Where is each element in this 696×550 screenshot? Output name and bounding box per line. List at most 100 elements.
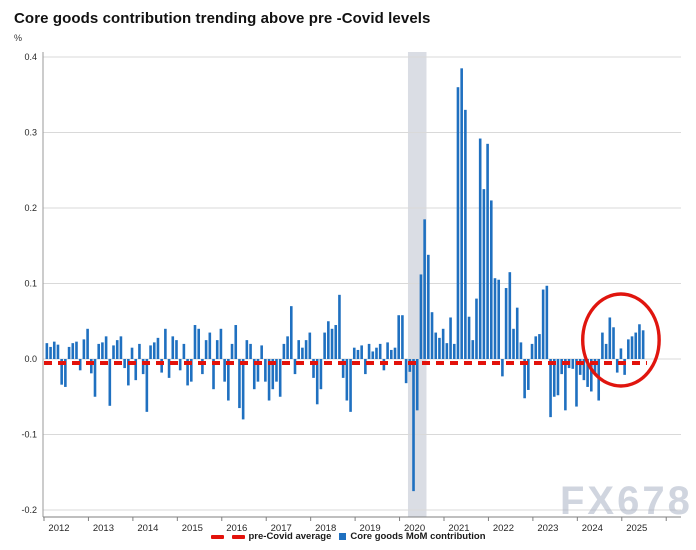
bar [182,343,186,359]
bar [464,109,467,359]
legend-label-precovid: pre-Covid average [248,531,332,542]
bar [134,359,138,381]
y-tick-label: -0.2 [21,505,37,515]
bar [430,312,434,359]
bar [193,325,197,359]
bar [219,328,223,359]
bar [519,342,523,359]
bar [130,347,134,359]
bar [56,344,60,359]
bar [482,189,486,359]
x-year-label: 2018 [315,523,336,534]
bar [86,328,89,359]
bar [471,340,475,359]
bar [534,336,538,359]
bar [289,306,293,359]
bar [538,334,541,359]
bar [141,359,145,375]
bar [108,359,112,406]
x-year-label: 2012 [48,523,69,534]
highlight-circle [581,292,661,388]
bar [597,359,601,401]
bar [589,359,593,392]
bar [152,342,156,359]
bar [204,340,208,359]
bar [419,274,423,359]
bar [389,349,393,359]
x-year-label: 2022 [493,523,514,534]
bar [127,359,130,386]
bar [330,328,334,359]
bar [456,87,460,359]
bar [271,359,275,390]
bar [401,315,404,359]
bar [241,359,245,420]
x-year-label: 2017 [271,523,292,534]
bar [138,343,141,359]
bar [267,359,271,401]
bar [301,347,304,359]
bar [189,359,193,382]
bar [512,328,515,359]
x-year-label: 2024 [582,523,603,534]
y-tick-label: 0.0 [24,354,37,364]
bar [619,348,623,359]
bar [601,332,604,359]
bar [115,340,119,359]
bar [560,359,563,375]
bar [575,359,578,407]
bar [552,359,556,397]
bar [197,328,201,359]
bar [293,359,297,375]
blue-square-icon [339,533,347,540]
bar [97,343,101,359]
y-axis-unit-label: % [14,33,23,43]
x-year-label: 2020 [404,523,425,534]
bar [175,340,178,359]
bar [508,272,512,359]
bar [564,359,567,411]
bar [208,332,212,359]
x-year-label: 2016 [226,523,247,534]
bar [627,339,630,359]
bar [252,359,256,390]
bar [278,359,282,397]
bar [327,321,330,359]
bar [201,359,204,375]
bar [156,337,160,359]
bar [504,288,508,359]
bar [571,359,575,369]
bar [445,343,449,359]
bar [230,343,234,359]
bar [256,359,260,382]
bar [364,359,367,375]
bar [238,359,241,409]
bar [523,359,526,399]
bar [460,68,463,359]
bar [171,336,175,359]
bar [212,359,215,390]
chart-legend: pre-Covid average Core goods MoM contrib… [0,531,696,542]
bar [297,340,301,359]
bar [497,279,501,359]
bar [582,359,586,381]
bar [545,285,549,359]
bar [64,359,67,387]
bar [386,342,389,359]
legend-item-precovid: pre-Covid average [210,531,332,542]
bar [527,359,530,390]
bar [397,315,401,359]
bar [345,359,349,401]
bar [275,359,278,382]
bar [312,359,315,378]
bar [408,359,412,372]
bar [638,324,641,359]
bar [101,342,104,359]
bar [112,345,115,359]
bar [371,351,375,359]
bar [486,143,489,359]
bar [423,219,426,359]
bar [615,359,619,373]
bar [223,359,226,382]
